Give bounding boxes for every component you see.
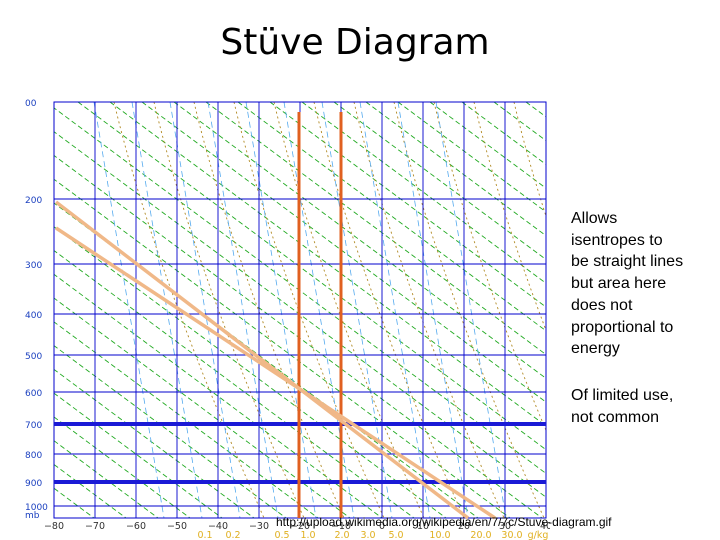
- source-link[interactable]: http://upload.wikimedia.org/wikipedia/en…: [276, 515, 612, 529]
- moist-adiabat-line: [393, 102, 545, 518]
- pressure-label: 200: [25, 196, 42, 206]
- pressure-label: 500: [25, 352, 42, 362]
- mixing-ratio-line: [207, 102, 279, 518]
- dry-adiabat-line: [237, 102, 546, 332]
- mixing-ratio-label: 3.0: [360, 530, 375, 540]
- diagram-background: [20, 98, 550, 540]
- pressure-label: 1000: [25, 503, 48, 513]
- temperature-label: −40: [208, 521, 228, 532]
- moist-adiabat-line: [193, 102, 345, 518]
- slide-title: Stüve Diagram: [220, 22, 490, 63]
- pressure-label: 700: [25, 421, 42, 431]
- temperature-label: 0: [379, 521, 385, 532]
- dry-adiabat-line: [54, 178, 511, 518]
- pressure-label: 400: [25, 311, 42, 321]
- mixing-ratio-line: [435, 102, 507, 518]
- mixing-ratio-line: [359, 102, 431, 518]
- moist-adiabat-line: [353, 102, 505, 518]
- dry-adiabat-line: [141, 102, 546, 403]
- mixing-ratio-label: 0.1: [197, 530, 212, 540]
- mixing-ratio-unit: g/kg: [528, 530, 549, 540]
- note-isentropes: Allows isentropes to be straight lines b…: [571, 210, 684, 358]
- dry-adiabat-line: [54, 131, 546, 498]
- pressure-label: 600: [25, 389, 42, 399]
- temperature-label: 10: [417, 521, 429, 532]
- moist-adiabat-line: [233, 102, 385, 518]
- mixing-ratio-label: 30.0: [501, 530, 522, 540]
- moist-adiabat-line: [113, 102, 265, 518]
- mixing-ratio-label: 1.0: [300, 530, 315, 540]
- mixing-ratio-line: [169, 102, 241, 518]
- pressure-label: 300: [25, 261, 42, 271]
- temperature-label: −10: [331, 521, 351, 532]
- mixing-ratio-line: [397, 102, 469, 518]
- dry-adiabat-line: [54, 107, 546, 474]
- dry-adiabat-line: [54, 250, 415, 518]
- dry-adiabat-line: [54, 297, 351, 518]
- temperature-label: 20: [458, 521, 470, 532]
- moist-adiabat-line: [153, 102, 305, 518]
- dry-adiabat-line: [397, 102, 546, 213]
- dry-adiabats: [54, 102, 546, 518]
- temperature-label: 40: [540, 521, 550, 532]
- mixing-ratio-line: [131, 102, 203, 518]
- dry-adiabat-line: [54, 154, 543, 518]
- dry-adiabat-line: [54, 273, 383, 518]
- dry-adiabat-line: [109, 102, 546, 427]
- mixing-ratio-line: [93, 102, 165, 518]
- temperature-label: −60: [126, 521, 146, 532]
- note-usage: Of limited use, not common: [571, 386, 674, 426]
- temperature-label: −80: [44, 521, 64, 532]
- dry-adiabat-line: [173, 102, 546, 379]
- dry-adiabat-line: [269, 102, 546, 308]
- mixing-ratio-line: [245, 102, 317, 518]
- mixing-ratio-label: 5.0: [388, 530, 403, 540]
- temperature-profile: [54, 200, 470, 520]
- dry-adiabat-line: [429, 102, 546, 189]
- temperature-label: −50: [167, 521, 187, 532]
- temperature-label: −20: [290, 521, 310, 532]
- temperature-label: −30: [249, 521, 269, 532]
- mixing-ratio-label: 0.5: [274, 530, 289, 540]
- dry-adiabat-line: [365, 102, 546, 237]
- notes-panel: Allows isentropes to be straight lines b…: [571, 208, 711, 453]
- mixing-ratio-label: 0.2: [225, 530, 240, 540]
- moist-adiabat-line: [313, 102, 465, 518]
- dewpoint-profile: [55, 226, 496, 520]
- highlight-lines: [54, 112, 546, 518]
- pressure-label: 00: [25, 99, 37, 109]
- temperature-label: 30: [499, 521, 511, 532]
- mixing-ratio-label: 2.0: [334, 530, 349, 540]
- dry-adiabat-line: [77, 102, 546, 451]
- mixing-ratio-lines: [93, 102, 507, 518]
- pressure-unit: mb: [25, 511, 40, 521]
- mixing-ratio-label: 20.0: [470, 530, 491, 540]
- temperature-label: −70: [85, 521, 105, 532]
- temperature-axis-labels: −80 −70 −60 −50 −40 −30 −20 −10 0 10 20 30 40: [44, 521, 550, 532]
- dry-adiabat-line: [54, 226, 447, 518]
- pressure-label: 900: [25, 479, 42, 489]
- mixing-ratio-labels: 0.1 0.2 0.5 1.0 2.0 3.0 5.0 10.0 20.0 30.0 g/kg: [197, 530, 548, 540]
- sounding-profiles: [54, 200, 496, 520]
- dry-adiabat-line: [301, 102, 546, 284]
- dry-adiabat-line: [333, 102, 546, 261]
- pressure-label: 800: [25, 451, 42, 461]
- mixing-ratio-label: 10.0: [429, 530, 450, 540]
